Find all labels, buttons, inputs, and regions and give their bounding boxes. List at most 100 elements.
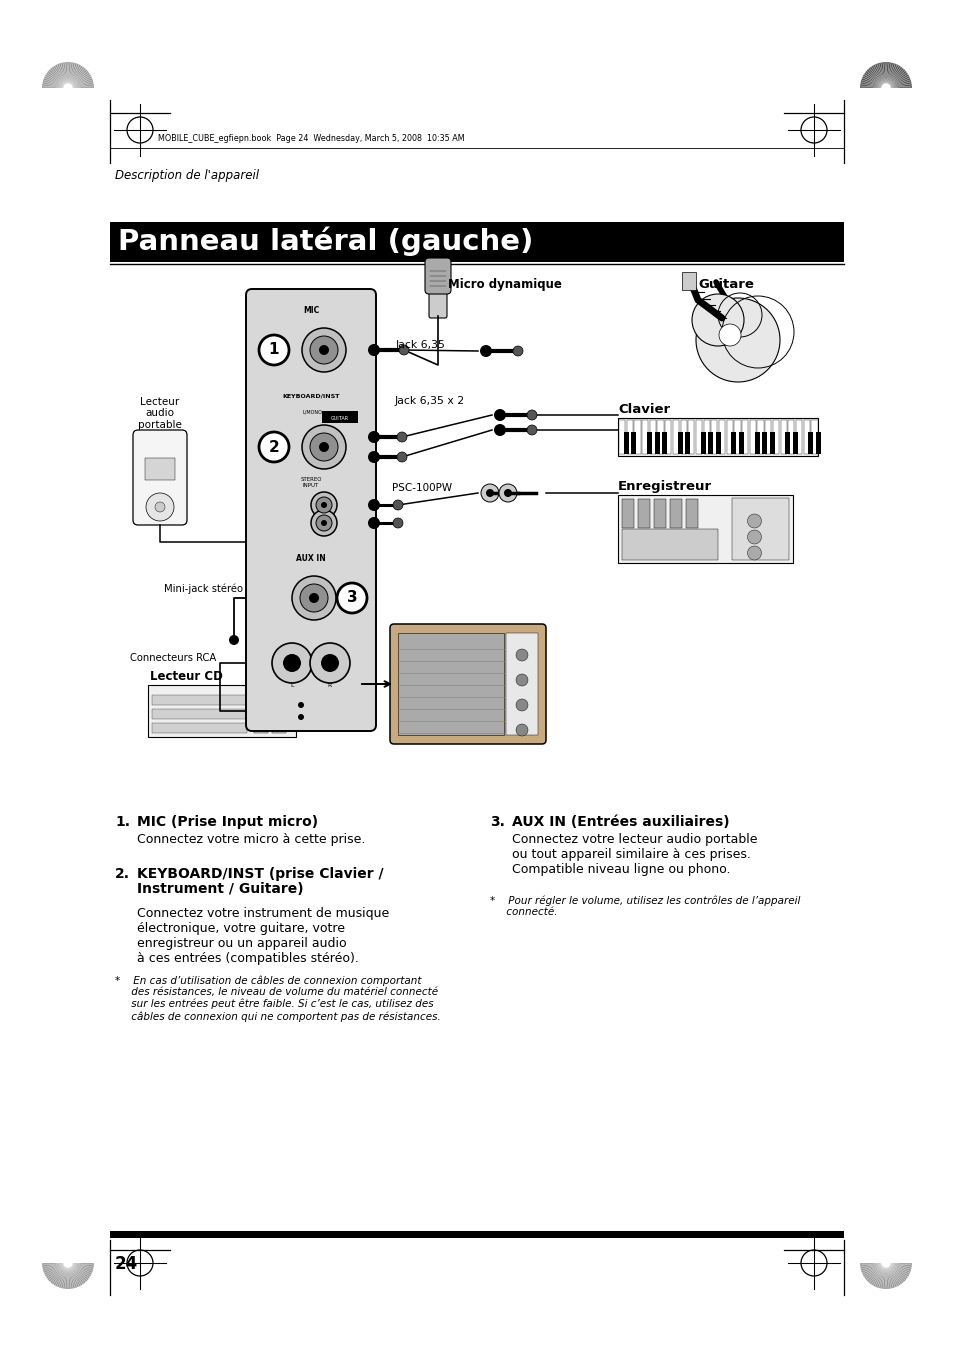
Text: Connecteurs RCA: Connecteurs RCA [130, 653, 216, 663]
Circle shape [297, 713, 304, 720]
Circle shape [260, 708, 266, 713]
Circle shape [311, 509, 336, 536]
Bar [731, 499, 789, 561]
Circle shape [747, 546, 760, 561]
Circle shape [315, 515, 332, 531]
Bar [815, 432, 821, 454]
FancyBboxPatch shape [246, 289, 375, 731]
Circle shape [292, 576, 335, 620]
FancyBboxPatch shape [390, 624, 545, 744]
Text: MIC: MIC [302, 305, 319, 315]
Bar [677, 432, 682, 454]
FancyBboxPatch shape [424, 258, 451, 295]
Text: Description de l'appareil: Description de l'appareil [115, 169, 258, 182]
Bar [810, 420, 817, 454]
Circle shape [258, 335, 289, 365]
Text: Connectez votre micro à cette prise.: Connectez votre micro à cette prise. [137, 834, 365, 846]
Bar [646, 432, 651, 454]
Bar [621, 530, 718, 561]
Circle shape [318, 345, 329, 355]
Bar [741, 420, 747, 454]
Text: Jack 6,35 x 2: Jack 6,35 x 2 [395, 396, 465, 407]
Circle shape [516, 648, 527, 661]
Bar [253, 719, 268, 734]
Bar [754, 432, 759, 454]
Text: Mini-jack stéréo: Mini-jack stéréo [164, 584, 243, 594]
Bar [792, 432, 797, 454]
Text: Lecteur CD: Lecteur CD [150, 670, 223, 684]
Bar [505, 634, 537, 735]
Circle shape [274, 708, 281, 713]
Bar [272, 719, 286, 734]
Bar [634, 420, 639, 454]
FancyBboxPatch shape [429, 280, 447, 317]
Text: Jack 6,35: Jack 6,35 [395, 340, 445, 350]
Bar [654, 500, 665, 528]
Circle shape [719, 324, 740, 346]
Bar [764, 420, 771, 454]
Circle shape [516, 698, 527, 711]
Bar [708, 432, 713, 454]
Circle shape [368, 345, 379, 357]
Circle shape [280, 708, 286, 713]
Bar [397, 634, 503, 735]
Circle shape [311, 492, 336, 517]
Circle shape [320, 503, 327, 508]
Circle shape [265, 708, 271, 713]
Text: L/MONO: L/MONO [302, 409, 321, 413]
Text: 1.: 1. [115, 815, 130, 830]
Circle shape [270, 708, 275, 713]
Bar [784, 432, 789, 454]
Circle shape [315, 497, 332, 513]
Circle shape [494, 424, 505, 436]
Circle shape [146, 493, 173, 521]
Text: Guitare: Guitare [698, 278, 753, 290]
Text: R: R [328, 684, 332, 688]
Circle shape [310, 336, 337, 363]
Text: Lecteur
audio
portable: Lecteur audio portable [138, 397, 182, 430]
Bar [322, 411, 357, 423]
Text: 3.: 3. [490, 815, 504, 830]
Text: Panneau latéral (gauche): Panneau latéral (gauche) [118, 227, 533, 255]
Circle shape [318, 442, 329, 453]
Circle shape [310, 643, 350, 684]
FancyBboxPatch shape [132, 430, 187, 526]
Bar [734, 420, 740, 454]
Bar [681, 272, 696, 290]
Circle shape [229, 635, 239, 644]
Text: AUX IN (Entrées auxiliaires): AUX IN (Entrées auxiliaires) [512, 815, 729, 830]
Circle shape [63, 84, 72, 93]
Circle shape [368, 499, 379, 511]
Circle shape [498, 484, 517, 503]
Bar [700, 432, 705, 454]
Circle shape [254, 708, 261, 713]
Bar [618, 494, 792, 563]
Bar [649, 420, 656, 454]
Bar [731, 432, 736, 454]
Circle shape [393, 500, 402, 509]
Circle shape [368, 517, 379, 530]
Text: GUITAR: GUITAR [331, 416, 349, 422]
Bar [772, 420, 779, 454]
Bar [695, 420, 701, 454]
Bar [802, 420, 809, 454]
Bar [787, 420, 794, 454]
Circle shape [479, 345, 492, 357]
Text: *    En cas d’utilisation de câbles de connexion comportant
     des résistances: * En cas d’utilisation de câbles de conn… [115, 975, 440, 1021]
Bar [110, 222, 843, 262]
Circle shape [293, 697, 309, 713]
Circle shape [696, 299, 780, 382]
Bar [641, 420, 648, 454]
Bar [761, 432, 766, 454]
Text: KEYBOARD/INST: KEYBOARD/INST [282, 394, 339, 399]
Text: MIC (Prise Input micro): MIC (Prise Input micro) [137, 815, 317, 830]
Text: Clavier: Clavier [618, 403, 669, 416]
Circle shape [747, 513, 760, 528]
Bar [679, 420, 686, 454]
Text: MOBILE_CUBE_egfiepn.book  Page 24  Wednesday, March 5, 2008  10:35 AM: MOBILE_CUBE_egfiepn.book Page 24 Wednesd… [158, 134, 464, 143]
Circle shape [272, 643, 312, 684]
Circle shape [293, 709, 309, 725]
Text: Instrument / Guitare): Instrument / Guitare) [137, 882, 303, 896]
Bar [807, 432, 813, 454]
Bar [757, 420, 762, 454]
